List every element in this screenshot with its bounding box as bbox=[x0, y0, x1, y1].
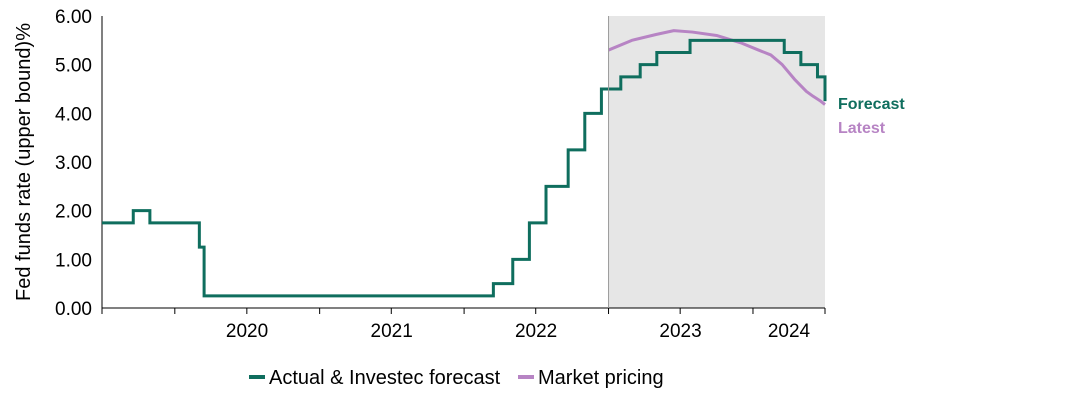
x-tick-label: 2020 bbox=[226, 321, 268, 342]
legend: Actual & Investec forecast Market pricing bbox=[249, 367, 664, 389]
y-axis-title: Fed funds rate (upper bound)% bbox=[13, 23, 35, 301]
series-line-market-pricing bbox=[607, 29, 826, 106]
x-tick-label: 2024 bbox=[768, 321, 811, 342]
y-axis: 0.00 1.00 2.00 3.00 4.00 5.00 6.00 bbox=[55, 7, 103, 320]
y-tick-label: 4.00 bbox=[55, 104, 92, 125]
legend-label: Market pricing bbox=[538, 367, 664, 389]
legend-label: Actual & Investec forecast bbox=[269, 367, 501, 389]
y-tick-label: 2.00 bbox=[55, 202, 92, 223]
series-line-actual-investec-forecast bbox=[102, 38, 827, 298]
x-tick-label: 2022 bbox=[515, 321, 557, 342]
x-axis: 2020 2021 2022 2023 2024 bbox=[101, 307, 826, 342]
x-tick-label: 2023 bbox=[659, 321, 701, 342]
forecast-shaded-region bbox=[608, 16, 825, 308]
y-tick-label: 3.00 bbox=[55, 153, 92, 174]
y-tick-label: 6.00 bbox=[55, 7, 92, 28]
y-tick-label: 0.00 bbox=[55, 299, 92, 320]
x-tick-label: 2021 bbox=[371, 321, 413, 342]
end-label: Latest bbox=[838, 120, 886, 137]
y-tick-label: 1.00 bbox=[55, 250, 92, 271]
end-label: Forecast bbox=[838, 96, 905, 113]
y-tick-label: 5.00 bbox=[55, 56, 92, 77]
